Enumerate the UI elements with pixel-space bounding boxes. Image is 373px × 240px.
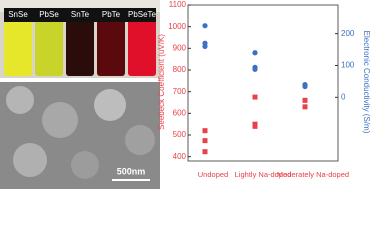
y-tick-label: 500: [173, 130, 187, 139]
vial-caps: [4, 8, 156, 22]
vial: [35, 16, 63, 76]
vial: [97, 16, 125, 76]
vial-label: PbSe: [39, 10, 59, 19]
vial: [4, 16, 32, 76]
x-tick-label: Moderately Na-doped: [277, 170, 349, 179]
point: [302, 104, 308, 110]
y-axis-title: Seebeck Coefficient (uV/K): [157, 34, 166, 130]
point: [202, 43, 208, 49]
y-tick-label: 1100: [169, 0, 187, 9]
x-tick-label: Lightly Na-doped: [235, 170, 292, 179]
point: [302, 97, 308, 103]
y2-tick-label: 200: [341, 29, 355, 38]
y-tick-label: 800: [173, 65, 187, 74]
point: [202, 149, 208, 155]
x-tick-label: Undoped: [198, 170, 228, 179]
plot-frame: [187, 4, 339, 162]
y-tick-label: 1000: [168, 22, 186, 31]
y-tick-label: 900: [173, 43, 187, 52]
point: [252, 66, 258, 72]
vial: [66, 16, 94, 76]
page: {"photo": {"vial_labels": ["SnSe", "PbSe…: [0, 0, 371, 189]
vial-label: SnTe: [71, 10, 90, 19]
point: [202, 23, 208, 29]
point: [302, 83, 308, 90]
point: [252, 50, 258, 56]
y-tick-label: 400: [173, 152, 187, 161]
y-tick-label: 700: [173, 87, 187, 96]
y2-tick-label: 0: [341, 92, 346, 101]
point: [252, 94, 258, 100]
grain: [13, 143, 47, 177]
grain: [71, 151, 99, 179]
scale-bar-label: 500nm: [117, 166, 146, 176]
point: [252, 123, 258, 129]
figure: 500nm Seebeck Coefficient (uV/K) Electro…: [0, 0, 371, 189]
point: [202, 138, 208, 144]
grain: [6, 86, 34, 114]
y-tick-label: 600: [173, 108, 187, 117]
grain: [94, 89, 126, 121]
vial-photo: [0, 0, 160, 78]
point: [202, 128, 208, 134]
grain: [42, 102, 78, 138]
micrograph: 500nm: [0, 82, 160, 189]
vial-label: SnSe: [8, 10, 28, 19]
vial-label: PbTe: [102, 10, 121, 19]
y2-tick-label: 100: [341, 61, 355, 70]
vial-label: PbSeTe: [128, 10, 157, 19]
vial: [128, 16, 156, 76]
y2-axis-title: Electronic Conductivity (S/m): [362, 31, 371, 134]
grain: [125, 125, 155, 155]
